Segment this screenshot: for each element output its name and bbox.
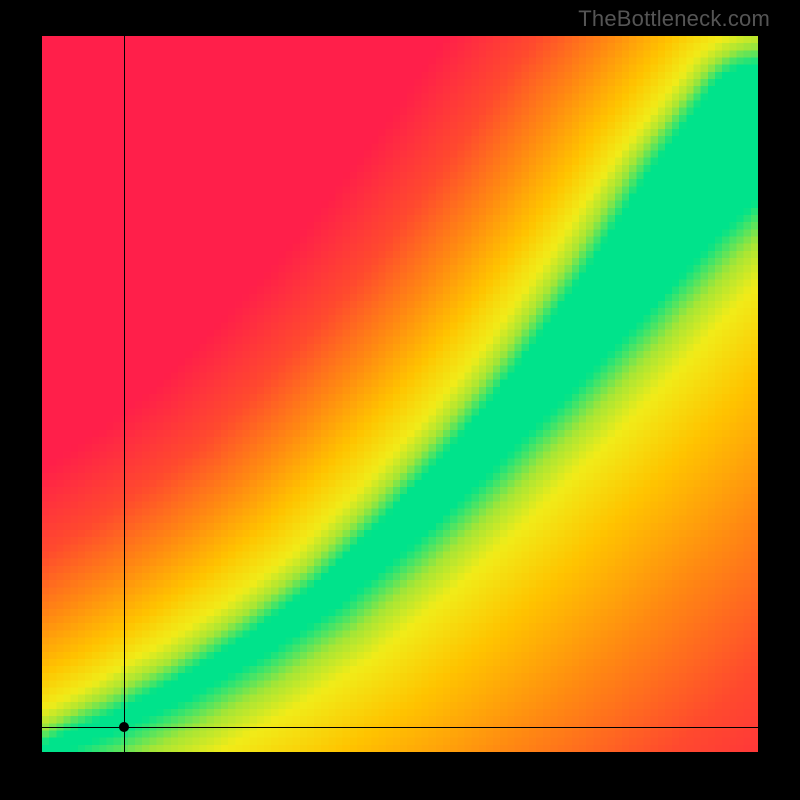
crosshair-horizontal — [42, 727, 758, 728]
heatmap-canvas — [42, 36, 758, 752]
chart-frame: TheBottleneck.com — [0, 0, 800, 800]
heatmap-plot — [42, 36, 758, 752]
crosshair-vertical — [124, 36, 125, 752]
watermark-text: TheBottleneck.com — [578, 6, 770, 32]
